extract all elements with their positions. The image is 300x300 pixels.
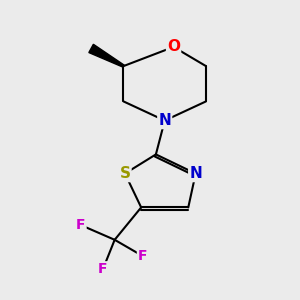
Polygon shape xyxy=(89,44,124,67)
Text: N: N xyxy=(189,166,202,181)
Text: N: N xyxy=(158,113,171,128)
Text: O: O xyxy=(167,39,180,54)
Text: F: F xyxy=(98,262,108,276)
Text: S: S xyxy=(119,166,130,181)
Text: F: F xyxy=(76,218,86,232)
Text: F: F xyxy=(138,249,147,263)
